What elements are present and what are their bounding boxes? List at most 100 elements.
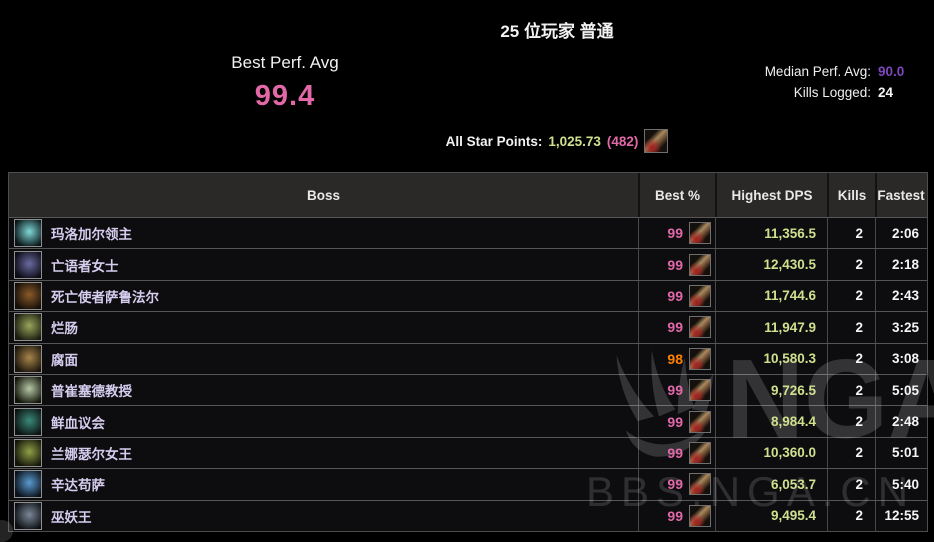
best-percent-cell: 99 [638, 249, 715, 280]
fastest-cell: 2:06 [875, 218, 925, 249]
best-perf-avg-block: Best Perf. Avg 99.4 [135, 53, 435, 113]
column-header-highest-dps[interactable]: Highest DPS [715, 173, 827, 217]
boss-link[interactable]: 普崔塞德教授 [51, 384, 132, 400]
fastest-cell: 5:01 [875, 437, 925, 469]
fastest-cell: 3:08 [875, 343, 925, 374]
boss-link[interactable]: 烂肠 [51, 321, 78, 337]
table-row: 亡语者女士 99 12,430.5 2 2:18 [9, 248, 927, 280]
best-percent-value[interactable]: 98 [667, 350, 683, 367]
kills-cell: 2 [827, 469, 875, 500]
boss-icon-sindragosa [14, 470, 42, 499]
best-percent-value[interactable]: 99 [667, 287, 683, 304]
boss-link[interactable]: 死亡使者萨鲁法尔 [51, 289, 159, 305]
kills-value: 2 [855, 319, 863, 335]
highest-dps-value[interactable]: 8,984.4 [770, 414, 816, 430]
kills-cell: 2 [827, 218, 875, 249]
fastest-value: 2:18 [891, 257, 919, 273]
highest-dps-value[interactable]: 10,580.3 [763, 351, 816, 367]
kills-value: 2 [855, 257, 863, 273]
kills-cell: 2 [827, 437, 875, 469]
best-percent-value[interactable]: 99 [667, 476, 683, 493]
best-percent-value[interactable]: 99 [667, 507, 683, 524]
table-row: 巫妖王 99 9,495.4 2 12:55 [9, 499, 927, 531]
boss-cell: 普崔塞德教授 [9, 375, 638, 405]
boss-cell: 烂肠 [9, 312, 638, 342]
boss-link[interactable]: 亡语者女士 [51, 258, 119, 274]
boss-icon-marrowgar [14, 219, 42, 248]
highest-dps-cell: 9,495.4 [715, 500, 827, 531]
boss-link[interactable]: 辛达苟萨 [51, 478, 105, 494]
fastest-value: 5:05 [891, 382, 919, 398]
fastest-value: 2:43 [891, 288, 919, 304]
best-percent-cell: 98 [638, 343, 715, 374]
kills-cell: 2 [827, 374, 875, 406]
kills-cell: 2 [827, 500, 875, 531]
highest-dps-cell: 11,356.5 [715, 218, 827, 249]
best-percent-value[interactable]: 99 [667, 413, 683, 430]
kills-value: 2 [855, 414, 863, 430]
highest-dps-value[interactable]: 11,356.5 [764, 225, 816, 241]
boss-icon-rotface [14, 313, 42, 342]
boss-cell: 巫妖王 [9, 501, 638, 531]
kills-value: 2 [855, 382, 863, 398]
highest-dps-value[interactable]: 9,495.4 [770, 508, 816, 524]
spec-icon [689, 253, 711, 276]
best-percent-cell: 99 [638, 406, 715, 437]
fastest-value: 2:48 [891, 414, 919, 430]
best-percent-value[interactable]: 99 [667, 382, 683, 399]
column-header-kills[interactable]: Kills [827, 173, 875, 217]
all-star-rank[interactable]: (482) [606, 133, 639, 149]
column-header-fastest[interactable]: Fastest [875, 173, 925, 217]
best-percent-value[interactable]: 99 [667, 444, 683, 461]
kills-cell: 2 [827, 249, 875, 280]
fastest-value: 5:01 [891, 445, 919, 461]
fastest-cell: 3:25 [875, 312, 925, 343]
boss-link[interactable]: 玛洛加尔领主 [51, 227, 132, 243]
spec-icon [689, 473, 711, 496]
kills-cell: 2 [827, 280, 875, 312]
boss-cell: 辛达苟萨 [9, 469, 638, 499]
best-percent-cell: 99 [638, 469, 715, 500]
table-row: 玛洛加尔领主 99 11,356.5 2 2:06 [9, 217, 927, 249]
table-row: 辛达苟萨 99 6,053.7 2 5:40 [9, 468, 927, 500]
kills-cell: 2 [827, 312, 875, 343]
column-header-best-%[interactable]: Best % [638, 173, 715, 217]
highest-dps-value[interactable]: 9,726.5 [770, 382, 816, 398]
kills-value: 2 [855, 445, 863, 461]
boss-icon-festergut [14, 344, 42, 373]
highest-dps-cell: 10,360.0 [715, 437, 827, 469]
fastest-value: 12:55 [884, 508, 919, 524]
boss-icon-deathwhisper [14, 250, 42, 279]
best-percent-cell: 99 [638, 312, 715, 343]
fastest-cell: 5:40 [875, 469, 925, 500]
table-body: 玛洛加尔领主 99 11,356.5 2 2:06 亡语者女士 99 12,430.5 2 2:1… [9, 217, 927, 531]
highest-dps-value[interactable]: 11,947.9 [764, 319, 816, 335]
boss-cell: 玛洛加尔领主 [9, 218, 638, 248]
table-header-row: Boss Best % Highest DPS Kills Fastest [9, 173, 927, 217]
best-percent-value[interactable]: 99 [667, 225, 683, 242]
boss-link[interactable]: 鲜血议会 [51, 415, 105, 431]
highest-dps-value[interactable]: 10,360.0 [763, 445, 816, 461]
kills-value: 2 [855, 351, 863, 367]
table-row: 鲜血议会 99 8,984.4 2 2:48 [9, 405, 927, 437]
boss-icon-lanathel [14, 438, 42, 467]
kills-value: 2 [855, 288, 863, 304]
all-star-points-value[interactable]: 1,025.73 [548, 133, 601, 149]
fastest-value: 3:25 [891, 319, 919, 335]
page-title: 25 位玩家 普通 [500, 22, 614, 41]
highest-dps-value[interactable]: 6,053.7 [770, 476, 816, 492]
highest-dps-cell: 10,580.3 [715, 343, 827, 374]
boss-link[interactable]: 腐面 [51, 352, 78, 368]
boss-icon-putricide [14, 376, 42, 405]
boss-link[interactable]: 兰娜瑟尔女王 [51, 446, 132, 462]
best-percent-value[interactable]: 99 [667, 256, 683, 273]
spec-icon [689, 410, 711, 433]
highest-dps-value[interactable]: 11,744.6 [764, 288, 816, 304]
boss-link[interactable]: 巫妖王 [51, 509, 92, 525]
fastest-value: 3:08 [891, 351, 919, 367]
boss-cell: 死亡使者萨鲁法尔 [9, 281, 638, 311]
kills-cell: 2 [827, 406, 875, 437]
highest-dps-value[interactable]: 12,430.5 [763, 257, 816, 273]
best-percent-value[interactable]: 99 [667, 319, 683, 336]
column-header-boss[interactable]: Boss [306, 187, 340, 203]
